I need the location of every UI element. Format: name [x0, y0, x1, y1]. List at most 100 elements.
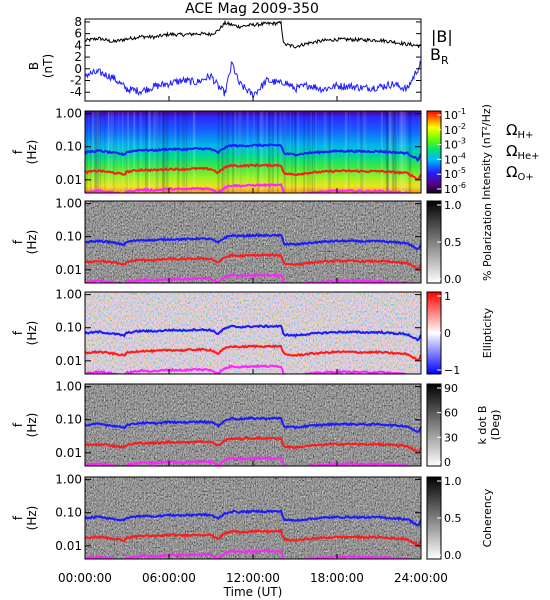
- intensity-streak: [408, 111, 411, 193]
- x-tick-label: 00:00:00: [58, 571, 112, 585]
- y-tick-label: 0.01: [55, 539, 82, 553]
- y-tick-label: 4: [74, 38, 82, 52]
- intensity-streak: [294, 111, 297, 193]
- y-axis-label-bottom: (Hz): [25, 140, 39, 165]
- y-tick-label: 0.10: [55, 506, 82, 520]
- gyrofrequency-line-he-plus: [85, 163, 421, 181]
- intensity-colorbar: [426, 110, 442, 194]
- magnetic-field-ylabel-bottom: (nT): [41, 54, 55, 78]
- intensity-streak: [163, 111, 166, 193]
- y-axis-label-bottom: (Hz): [25, 413, 39, 438]
- gyrofrequency-line-o-plus: [85, 549, 410, 559]
- y-tick-label: 0.10: [55, 140, 82, 154]
- y-axis-label-bottom: (Hz): [25, 230, 39, 255]
- intensity-streak: [223, 111, 225, 193]
- ellipticity-panel: 1.00 0.10 0.01 f (Hz) 1 0 −1 Ellipticity: [11, 288, 494, 377]
- colorbar-label-line2: (Deg): [489, 410, 502, 441]
- colorbar-tick-label: 10-3: [444, 137, 466, 152]
- colorbar-tick-label: 0: [444, 327, 451, 340]
- intensity-streak: [234, 111, 237, 193]
- colorbar-label: Ellipticity: [481, 307, 494, 358]
- colorbar-tick-exponent: -2: [458, 122, 466, 131]
- colorbar-tick-label: 0: [444, 456, 451, 469]
- intensity-streak: [307, 111, 310, 193]
- ion-gyrofrequency-legend: ΩH+ ΩHe+ ΩO+: [506, 121, 540, 183]
- coherency-image: [85, 477, 421, 559]
- intensity-streak: [290, 111, 293, 193]
- colorbar-tick-base: 10: [444, 139, 458, 152]
- colorbar-tick-exponent: -1: [458, 107, 466, 116]
- intensity-streak: [185, 111, 188, 193]
- intensity-streak: [238, 111, 240, 193]
- magnetic-field-plot-frame: [84, 18, 422, 102]
- y-tick-label: 0.01: [55, 354, 82, 368]
- legend-o-plus: ΩO+: [506, 163, 534, 183]
- intensity-streak: [165, 111, 169, 193]
- intensity-streak: [246, 111, 249, 193]
- gyrofrequency-line-o-plus: [85, 272, 410, 283]
- intensity-streak: [276, 111, 279, 193]
- y-axis-label-top: f: [11, 515, 25, 520]
- legend-h-plus: ΩH+: [506, 121, 533, 141]
- legend-he-plus-symbol: Ω: [506, 142, 517, 160]
- y-axis-label-top: f: [11, 422, 25, 427]
- intensity-streak: [271, 111, 274, 193]
- legend-o-plus-sub: O+: [517, 172, 533, 183]
- colorbar-tick-base: 10: [444, 168, 458, 181]
- intensity-streak: [182, 111, 186, 193]
- y-tick-label: 0.10: [55, 230, 82, 244]
- gyrofrequency-line-he-plus: [85, 344, 421, 362]
- gyrofrequency-line-he-plus: [85, 253, 421, 271]
- intensity-streak: [117, 111, 120, 193]
- magnetic-field-ylabel-top: B: [27, 62, 41, 70]
- colorbar-tick-label: 10-1: [444, 107, 466, 122]
- colorbar-label-line1: k dot B: [476, 406, 489, 445]
- intensity-streak: [226, 111, 229, 193]
- intensity-streak: [121, 111, 124, 193]
- gyrofrequency-line-o-plus: [85, 455, 421, 466]
- intensity-streak: [139, 111, 142, 193]
- legend-o-plus-symbol: Ω: [506, 163, 517, 181]
- intensity-streak: [356, 111, 360, 193]
- x-axis-label: Time (UT): [223, 585, 283, 599]
- gyrofrequency-line-o-plus: [85, 363, 410, 374]
- intensity-streak: [252, 111, 255, 193]
- y-tick-label: 0.01: [55, 446, 82, 460]
- y-tick-label: 8: [74, 15, 82, 29]
- y-tick-label: 0: [74, 62, 82, 76]
- intensity-streak: [145, 111, 149, 193]
- intensity-streak: [297, 111, 300, 193]
- intensity-streak: [223, 111, 226, 193]
- x-tick-label: 24:00:00: [394, 571, 448, 585]
- colorbar-tick-base: 10: [444, 124, 458, 137]
- intensity-streak: [96, 111, 99, 193]
- y-tick-label: 1.00: [55, 288, 82, 302]
- y-tick-label: 6: [74, 27, 82, 41]
- colorbar-tick-label: 10-2: [444, 122, 466, 137]
- intensity-streak: [295, 111, 297, 193]
- colorbar-tick-label: 0.5: [444, 512, 462, 525]
- polarization-panel: 1.00 0.10 0.01 f (Hz) 1.0 0.5 0.0 % Polarization: [11, 197, 494, 286]
- intensity-streak: [409, 111, 412, 193]
- y-tick-label: 1.00: [55, 380, 82, 394]
- x-tick-label: 06:00:00: [142, 571, 196, 585]
- gyrofrequency-line-he-plus: [85, 528, 421, 548]
- polarization-image: [85, 201, 421, 283]
- gyrofrequency-line-h-plus: [85, 233, 421, 251]
- colorbar-label: % Polarization: [481, 203, 494, 281]
- intensity-streak: [148, 111, 151, 193]
- colorbar-tick-label: 0.5: [444, 236, 462, 249]
- x-axis-tick-labels: 00:00:00 06:00:00 12:00:00 18:00:00 24:00:00: [58, 96, 448, 585]
- y-tick-label: 0.10: [55, 321, 82, 335]
- intensity-streak: [259, 111, 262, 193]
- y-tick-label: 1.00: [55, 107, 82, 121]
- intensity-streak: [193, 111, 195, 193]
- y-axis-label-bottom: (Hz): [25, 321, 39, 346]
- intensity-streak: [402, 111, 406, 193]
- y-axis-label-top: f: [11, 239, 25, 244]
- ellipticity-image: [85, 292, 421, 374]
- k-dot-b-image: [85, 384, 421, 466]
- intensity-streak: [155, 111, 159, 193]
- intensity-streak: [144, 111, 147, 193]
